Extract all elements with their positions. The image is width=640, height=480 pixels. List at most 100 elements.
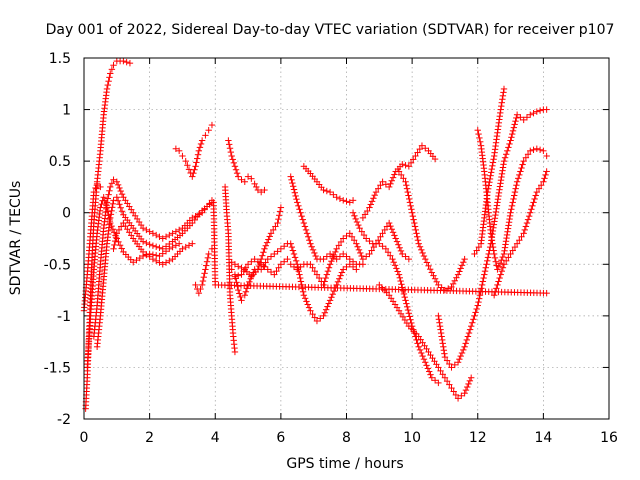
data-point bbox=[448, 384, 455, 392]
data-point bbox=[379, 230, 386, 237]
data-point bbox=[422, 255, 429, 263]
data-point bbox=[303, 298, 310, 305]
data-point bbox=[367, 201, 374, 208]
data-point bbox=[118, 208, 126, 215]
data-point bbox=[313, 271, 321, 278]
data-point bbox=[474, 302, 481, 309]
data-point bbox=[185, 242, 193, 249]
data-point bbox=[299, 288, 307, 295]
data-point bbox=[436, 319, 443, 326]
data-point bbox=[267, 268, 275, 276]
data-point bbox=[530, 146, 537, 153]
data-point bbox=[280, 258, 288, 265]
data-point bbox=[485, 250, 492, 258]
data-point bbox=[536, 107, 544, 114]
series-arc-25 bbox=[490, 168, 550, 299]
data-point bbox=[323, 187, 331, 195]
series-arc-12 bbox=[228, 204, 285, 280]
data-point bbox=[172, 228, 180, 235]
data-point bbox=[497, 271, 504, 278]
data-point bbox=[277, 261, 285, 268]
series-arc-13 bbox=[231, 255, 291, 280]
data-point bbox=[372, 188, 380, 196]
data-point bbox=[502, 238, 510, 245]
data-point bbox=[500, 85, 508, 93]
data-point bbox=[506, 212, 514, 220]
x-tick-label: 12 bbox=[469, 430, 487, 446]
data-point bbox=[472, 309, 479, 316]
data-point bbox=[324, 303, 331, 310]
data-point bbox=[307, 240, 314, 247]
data-point bbox=[387, 222, 394, 230]
data-point bbox=[349, 209, 357, 216]
data-point bbox=[366, 204, 373, 211]
data-point bbox=[480, 274, 487, 282]
x-tick-label: 0 bbox=[80, 430, 89, 446]
data-point bbox=[390, 259, 397, 266]
data-point bbox=[189, 173, 196, 180]
data-point bbox=[487, 172, 494, 179]
data-point bbox=[169, 230, 176, 237]
data-point bbox=[409, 212, 417, 220]
data-point bbox=[393, 265, 400, 272]
data-point bbox=[503, 231, 511, 239]
data-point bbox=[280, 243, 288, 250]
data-point bbox=[495, 263, 502, 270]
data-points bbox=[80, 57, 550, 412]
data-point bbox=[308, 243, 315, 250]
data-point bbox=[376, 240, 383, 247]
data-point bbox=[473, 305, 480, 313]
data-point bbox=[391, 171, 398, 178]
data-point bbox=[492, 208, 500, 216]
data-point bbox=[463, 336, 471, 344]
data-point bbox=[474, 127, 481, 134]
data-point bbox=[172, 242, 180, 249]
data-point bbox=[370, 195, 377, 202]
data-point bbox=[520, 116, 527, 124]
y-tick-label: 1 bbox=[62, 103, 71, 119]
data-point bbox=[441, 350, 448, 357]
data-point bbox=[439, 371, 446, 378]
data-point bbox=[162, 233, 170, 240]
data-point bbox=[437, 326, 444, 333]
y-axis-label: SDTVAR / TECUs bbox=[8, 181, 24, 296]
data-point bbox=[371, 191, 378, 199]
data-point bbox=[512, 117, 519, 125]
data-point bbox=[210, 199, 217, 206]
data-point bbox=[118, 190, 126, 198]
data-point bbox=[304, 301, 311, 308]
data-point bbox=[414, 340, 421, 347]
data-point bbox=[353, 266, 360, 273]
data-point bbox=[408, 209, 416, 216]
data-point bbox=[123, 58, 130, 66]
data-point bbox=[407, 159, 415, 167]
data-point bbox=[108, 180, 116, 187]
data-point bbox=[242, 264, 250, 271]
data-point bbox=[130, 259, 137, 266]
data-point bbox=[437, 367, 444, 375]
data-point bbox=[441, 353, 449, 361]
data-point bbox=[109, 226, 117, 233]
data-point bbox=[263, 239, 271, 246]
data-point bbox=[435, 316, 443, 323]
data-point bbox=[346, 199, 353, 206]
data-point bbox=[418, 246, 425, 254]
data-point bbox=[524, 151, 532, 158]
data-point bbox=[227, 148, 235, 156]
data-point bbox=[476, 292, 484, 299]
data-point bbox=[506, 215, 513, 223]
data-point bbox=[494, 281, 501, 289]
data-point bbox=[297, 209, 304, 216]
data-point bbox=[511, 121, 518, 128]
series-arc-10 bbox=[225, 137, 268, 196]
data-point bbox=[208, 121, 216, 129]
data-point bbox=[441, 374, 449, 381]
data-point bbox=[336, 275, 343, 282]
x-axis-label: GPS time / hours bbox=[286, 456, 403, 472]
data-point bbox=[156, 259, 163, 266]
data-point bbox=[520, 157, 527, 165]
data-point bbox=[166, 240, 173, 248]
data-point bbox=[513, 182, 520, 189]
data-point bbox=[420, 252, 428, 260]
series-arc-9 bbox=[221, 183, 239, 356]
